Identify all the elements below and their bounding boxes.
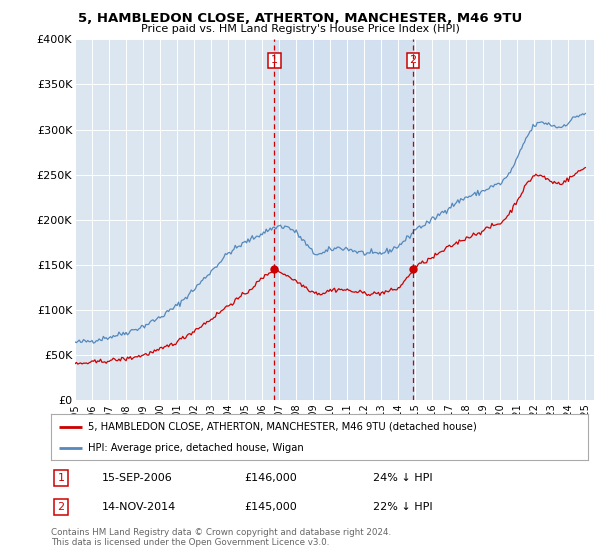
Text: 1: 1	[271, 55, 278, 66]
Text: 5, HAMBLEDON CLOSE, ATHERTON, MANCHESTER, M46 9TU: 5, HAMBLEDON CLOSE, ATHERTON, MANCHESTER…	[78, 12, 522, 25]
Bar	[274, 39, 413, 400]
Text: 15-SEP-2006: 15-SEP-2006	[102, 473, 173, 483]
Text: 5, HAMBLEDON CLOSE, ATHERTON, MANCHESTER, M46 9TU (detached house): 5, HAMBLEDON CLOSE, ATHERTON, MANCHESTER…	[88, 422, 476, 432]
Text: 14-NOV-2014: 14-NOV-2014	[102, 502, 176, 512]
Text: 2: 2	[58, 502, 65, 512]
Text: £145,000: £145,000	[244, 502, 297, 512]
Text: 22% ↓ HPI: 22% ↓ HPI	[373, 502, 433, 512]
Text: HPI: Average price, detached house, Wigan: HPI: Average price, detached house, Wiga…	[88, 443, 303, 453]
Text: 24% ↓ HPI: 24% ↓ HPI	[373, 473, 433, 483]
Text: Price paid vs. HM Land Registry's House Price Index (HPI): Price paid vs. HM Land Registry's House …	[140, 24, 460, 34]
Text: 2: 2	[410, 55, 416, 66]
Text: Contains HM Land Registry data © Crown copyright and database right 2024.
This d: Contains HM Land Registry data © Crown c…	[51, 528, 391, 547]
Text: 1: 1	[58, 473, 64, 483]
Text: £146,000: £146,000	[244, 473, 297, 483]
